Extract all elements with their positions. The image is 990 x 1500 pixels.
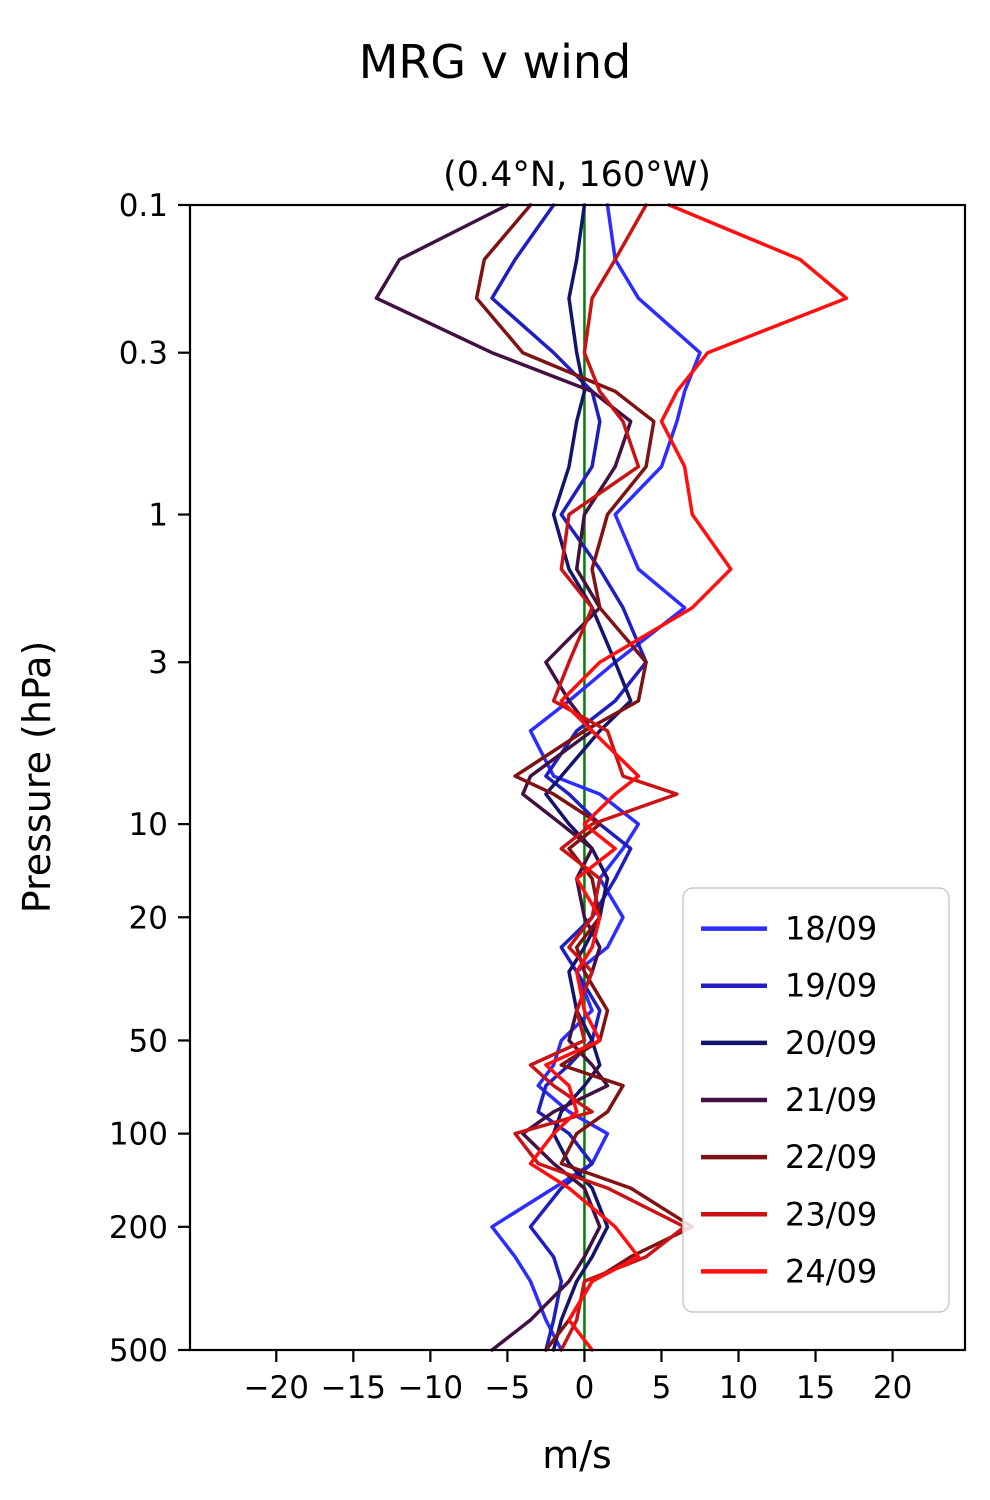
y-tick-label: 20 bbox=[129, 900, 168, 936]
legend-label: 21/09 bbox=[785, 1081, 877, 1119]
legend-item: 24/09 bbox=[701, 1252, 877, 1290]
x-tick-label: 5 bbox=[652, 1370, 672, 1406]
x-axis-label: m/s bbox=[542, 1433, 612, 1477]
legend-item: 19/09 bbox=[701, 967, 877, 1005]
legend-label: 23/09 bbox=[785, 1195, 877, 1233]
chart-title: MRG v wind bbox=[359, 35, 632, 89]
y-tick-label: 500 bbox=[109, 1333, 168, 1369]
series-line-20-09 bbox=[544, 203, 633, 1352]
y-tick-label: 10 bbox=[129, 807, 168, 843]
legend: 18/09 19/09 20/09 21/09 22/09 23/09 24/09 bbox=[682, 887, 950, 1313]
x-tick-label: 15 bbox=[796, 1370, 835, 1406]
x-tick-label: −10 bbox=[398, 1370, 463, 1406]
axes-subtitle-location: (0.4°N, 160°W) bbox=[443, 155, 711, 195]
x-tick-label: −15 bbox=[321, 1370, 386, 1406]
y-tick-label: 0.3 bbox=[119, 336, 168, 372]
y-tick-label: 200 bbox=[109, 1210, 168, 1246]
x-tick-label: −20 bbox=[244, 1370, 309, 1406]
legend-item: 20/09 bbox=[701, 1024, 877, 1062]
y-tick-label: 3 bbox=[148, 645, 168, 681]
x-tick-label: 0 bbox=[575, 1370, 595, 1406]
legend-item: 18/09 bbox=[701, 910, 877, 948]
legend-label: 18/09 bbox=[785, 910, 877, 948]
x-tick-label: 20 bbox=[873, 1370, 912, 1406]
legend-item: 21/09 bbox=[701, 1081, 877, 1119]
legend-item: 23/09 bbox=[701, 1195, 877, 1233]
y-tick-label: 50 bbox=[129, 1023, 168, 1059]
x-tick-label: −5 bbox=[485, 1370, 531, 1406]
legend-label: 20/09 bbox=[785, 1024, 877, 1062]
legend-box bbox=[682, 887, 950, 1313]
plot-area: −20 −15 −10 −5 0 5 10 15 20 0.1 0.3 1 3 10 20 50 100 200 5… bbox=[109, 188, 967, 1406]
axes-frame bbox=[188, 203, 967, 1352]
legend-label: 19/09 bbox=[785, 967, 877, 1005]
series-line-18-09 bbox=[490, 203, 702, 1352]
x-tick-label: 10 bbox=[719, 1370, 758, 1406]
y-tick-label: 0.1 bbox=[119, 188, 168, 224]
series-line-24-09 bbox=[528, 203, 849, 1352]
legend-label: 24/09 bbox=[785, 1252, 877, 1290]
y-tick-label: 100 bbox=[109, 1117, 168, 1153]
y-axis-label: Pressure (hPa) bbox=[15, 641, 59, 914]
legend-item: 22/09 bbox=[701, 1138, 877, 1176]
series-line-23-09 bbox=[513, 203, 687, 1352]
y-tick-label: 1 bbox=[148, 498, 168, 534]
legend-label: 22/09 bbox=[785, 1138, 877, 1176]
